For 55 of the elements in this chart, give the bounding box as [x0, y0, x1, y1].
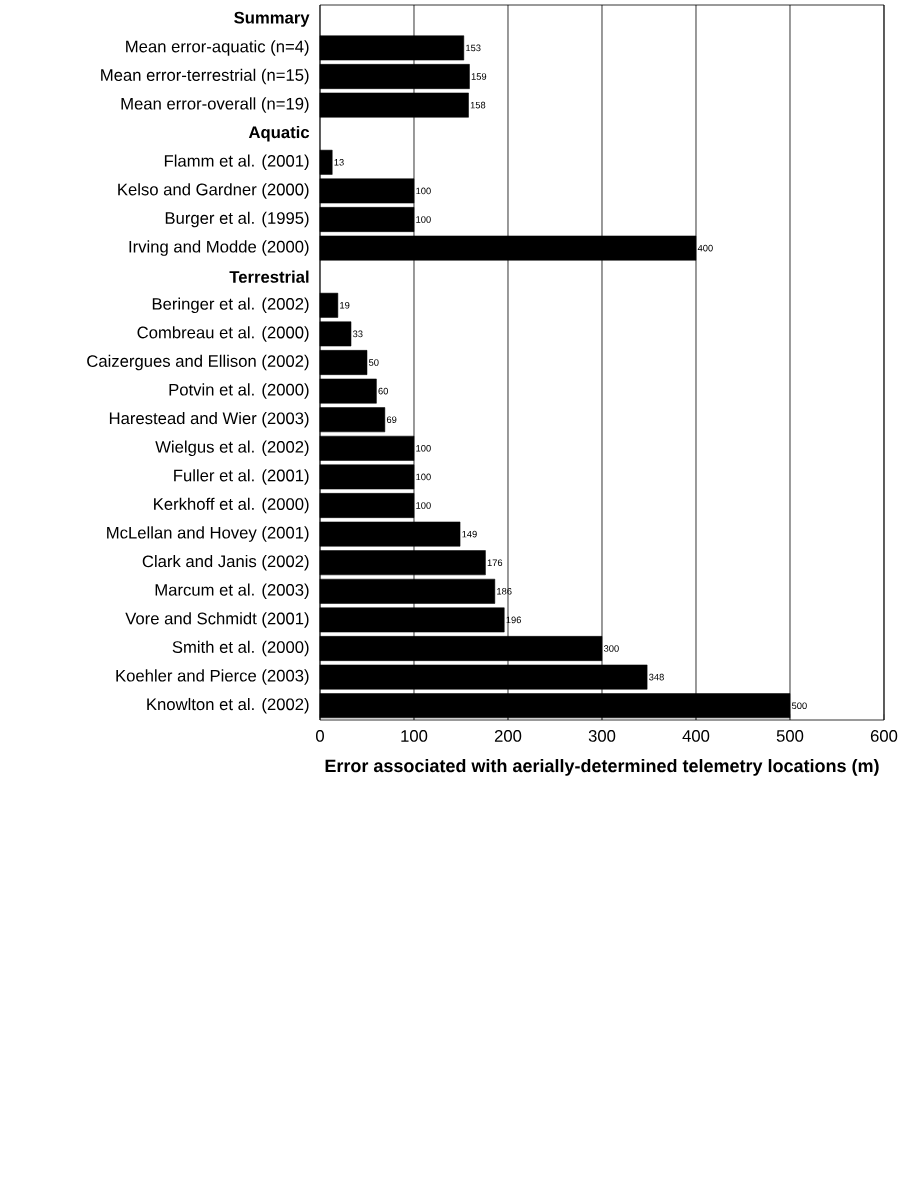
y-tick-label: Clark and Janis (2002) [142, 554, 309, 571]
x-tick-label: 100 [401, 730, 428, 742]
data-label: 196 [506, 616, 521, 624]
y-tick-label: Potvin et al. (2000) [169, 383, 309, 399]
data-label: 100 [416, 473, 431, 481]
y-tick-label: Irving and Modde (2000) [129, 240, 309, 256]
y-tick-label: Vore and Schmidt (2001) [125, 612, 309, 628]
y-tick-label: Mean error-terrestrial (n=15) [101, 68, 309, 85]
data-label: 500 [791, 702, 807, 709]
y-tick-label: Burger et al. (1995) [165, 211, 309, 228]
data-label: 60 [378, 387, 389, 395]
data-label: 19 [340, 302, 350, 309]
y-tick-label: Koehler and Pierce (2003) [116, 669, 309, 685]
data-label: 300 [603, 645, 619, 652]
data-label: 13 [334, 159, 344, 166]
data-label: 176 [487, 559, 503, 566]
y-tick-label: Aquatic [248, 125, 310, 142]
y-tick-label: Combreau et al. (2000) [137, 326, 309, 342]
x-tick-label: 300 [588, 730, 616, 742]
data-label: 100 [416, 187, 431, 195]
x-tick-label: 0 [316, 730, 324, 742]
y-tick-label: Mean error-overall (n=19) [121, 97, 309, 113]
y-tick-label: Kerkhoff et al. (2000) [154, 497, 309, 514]
y-tick-label: Fuller et al. (2001) [174, 469, 309, 485]
x-tick-label: 500 [776, 730, 804, 742]
y-tick-label: Harestead and Wier (2003) [109, 411, 309, 428]
data-label: 69 [386, 416, 397, 423]
y-tick-label: Summary [234, 11, 310, 27]
y-tick-label: Mean error-aquatic (n=4) [126, 40, 309, 56]
data-label: 158 [470, 101, 486, 109]
data-label: 33 [352, 330, 363, 338]
y-tick-label: Knowlton et al. (2002) [147, 697, 309, 714]
data-label: 50 [368, 359, 379, 366]
data-label: 400 [697, 244, 713, 252]
y-tick-label: Beringer et al. (2002) [152, 297, 309, 314]
data-label: 186 [497, 588, 512, 595]
x-tick-label: 200 [494, 730, 522, 742]
y-tick-label: Wielgus et al. (2002) [155, 440, 309, 457]
y-tick-label: Marcum et al. (2003) [155, 583, 309, 600]
data-label: 153 [466, 44, 481, 52]
x-axis-title: Error associated with aerially-determined telemetry locations (m) [325, 759, 879, 776]
y-tick-label: Kelso and Gardner (2000) [118, 183, 309, 199]
y-tick-label: McLellan and Hovey (2001) [107, 526, 309, 542]
data-label: 348 [649, 673, 664, 681]
data-label: 159 [471, 73, 487, 80]
y-tick-label: Flamm et al. (2001) [164, 154, 309, 171]
data-label: 100 [416, 216, 431, 223]
data-label: 100 [416, 445, 431, 452]
y-tick-label: Caizergues and Ellison (2002) [87, 354, 309, 371]
y-tick-label: Smith et al. (2000) [172, 640, 309, 657]
data-label: 100 [416, 502, 431, 509]
x-tick-label: 600 [870, 730, 898, 742]
x-tick-label: 400 [682, 730, 710, 742]
data-label: 149 [462, 530, 477, 538]
y-tick-label: Terrestrial [229, 270, 309, 283]
